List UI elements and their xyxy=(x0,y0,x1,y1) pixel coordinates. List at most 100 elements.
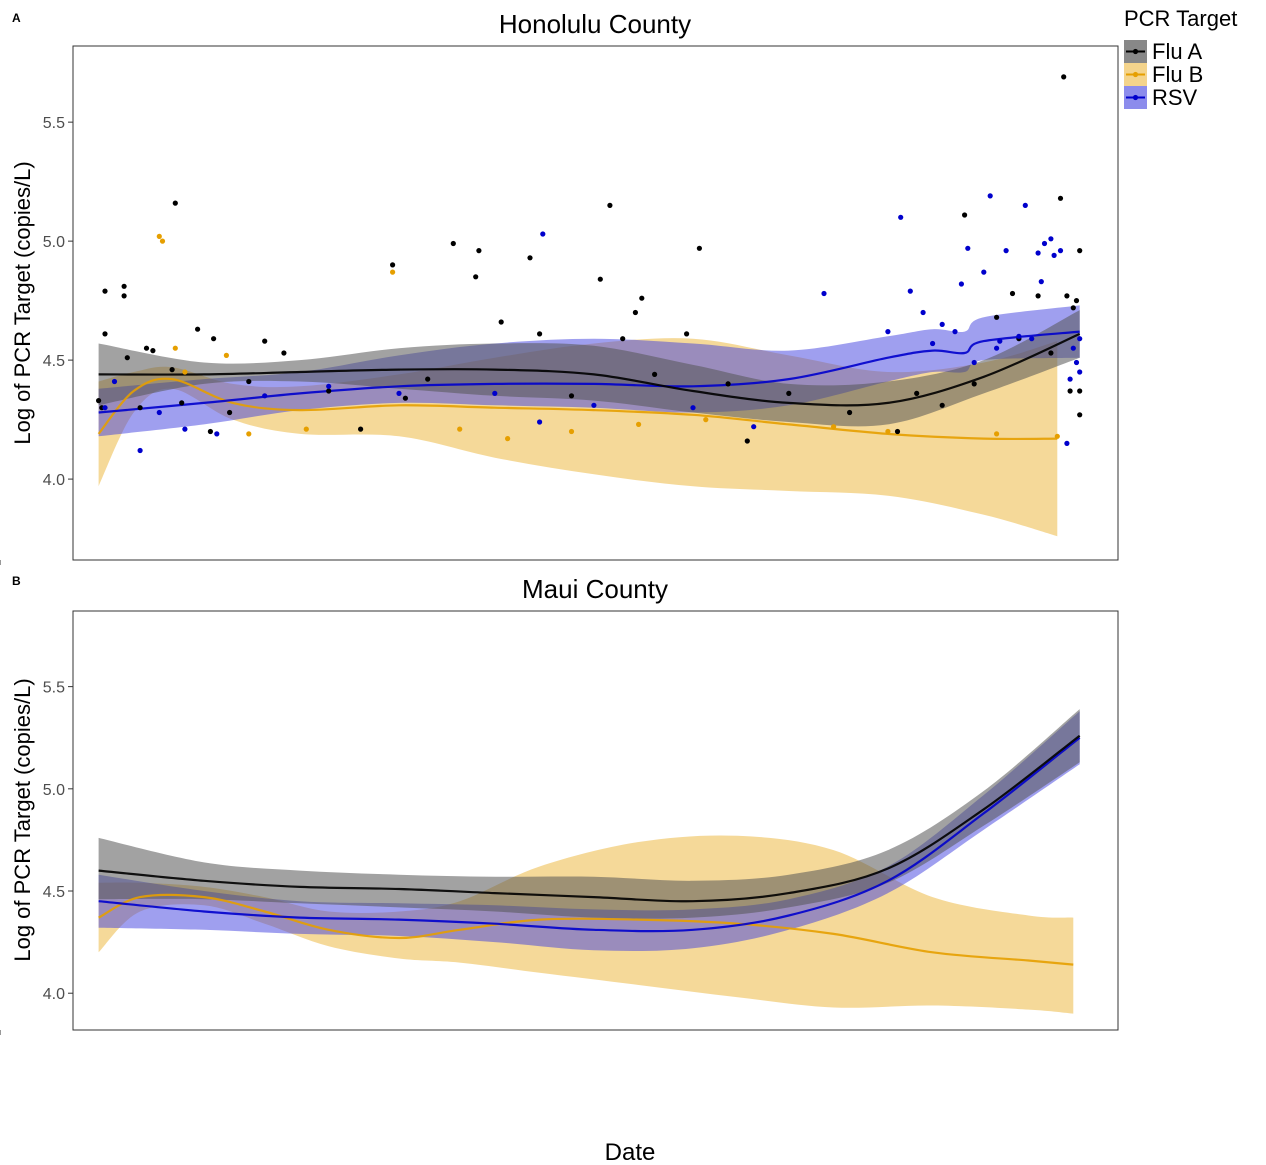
point-flu-a-a xyxy=(211,336,217,342)
point-rsv-a xyxy=(1041,240,1048,247)
point-flu-b-a xyxy=(303,426,309,432)
point-flu-b-a xyxy=(703,417,709,423)
point-rsv-a xyxy=(326,383,332,389)
panel-title-a: Honolulu County xyxy=(499,9,691,39)
point-rsv-a xyxy=(214,431,220,437)
point-rsv-a xyxy=(920,309,926,316)
point-rsv-a xyxy=(821,290,827,297)
point-flu-b-a xyxy=(390,269,396,275)
point-flu-a-a xyxy=(1061,74,1067,80)
point-flu-a-a xyxy=(281,350,287,356)
point-flu-a-a xyxy=(1077,388,1083,394)
point-flu-a-a xyxy=(172,200,178,206)
point-flu-b-a xyxy=(156,233,162,239)
point-rsv-a xyxy=(1067,376,1073,382)
legend-point-flu-a xyxy=(1132,48,1139,55)
legend-label-flu-a: Flu A xyxy=(1152,39,1202,64)
legend-label-rsv: RSV xyxy=(1152,85,1198,110)
line-flu-a-b xyxy=(98,734,1081,903)
point-rsv-a xyxy=(1038,279,1044,285)
point-flu-a-a xyxy=(1064,293,1070,299)
point-flu-a-a xyxy=(121,283,127,289)
point-rsv-a xyxy=(939,321,945,327)
panel-tag-a: A xyxy=(12,11,21,25)
point-flu-a-a xyxy=(597,276,603,282)
point-flu-a-a xyxy=(450,240,456,247)
point-flu-a-a xyxy=(1048,350,1054,356)
line-rsv-a xyxy=(98,330,1080,414)
point-flu-b-a xyxy=(636,421,642,427)
point-rsv-a xyxy=(1029,336,1035,342)
point-flu-a-a xyxy=(527,255,533,261)
point-rsv-a xyxy=(930,340,936,347)
y-tick-label-a: 4.0 xyxy=(43,472,65,489)
point-flu-a-a xyxy=(143,345,150,351)
point-rsv-a xyxy=(1077,369,1083,375)
point-flu-a-a xyxy=(121,293,127,299)
point-flu-b-a xyxy=(831,424,837,430)
point-rsv-a xyxy=(885,329,891,335)
point-flu-a-a xyxy=(358,426,364,432)
point-flu-a-a xyxy=(1077,412,1083,418)
point-flu-a-a xyxy=(1077,248,1083,254)
point-flu-b-a xyxy=(505,436,511,442)
point-rsv-a xyxy=(958,281,965,287)
point-flu-a-a xyxy=(725,381,731,387)
point-rsv-a xyxy=(898,214,904,220)
point-rsv-a xyxy=(987,193,993,199)
point-flu-a-a xyxy=(179,400,185,406)
point-flu-a-a xyxy=(639,295,645,301)
line-flu-a-a xyxy=(98,332,1081,407)
legend-label-flu-b: Flu B xyxy=(1152,62,1203,87)
point-rsv-a xyxy=(981,269,987,275)
point-flu-a-a xyxy=(568,393,575,399)
point-rsv-a xyxy=(751,424,757,430)
point-rsv-a xyxy=(1070,345,1076,351)
point-flu-a-a xyxy=(1073,298,1080,304)
point-flu-a-a xyxy=(390,262,396,268)
point-flu-a-a xyxy=(476,248,482,254)
point-flu-a-a xyxy=(1070,305,1076,311)
point-rsv-a xyxy=(102,405,108,411)
band-flu-a-b xyxy=(98,709,1080,919)
point-rsv-a xyxy=(1051,252,1057,258)
point-flu-a-a xyxy=(847,409,853,416)
point-rsv-a xyxy=(540,231,546,237)
point-flu-a-a xyxy=(971,381,977,387)
point-flu-a-a xyxy=(150,348,156,354)
point-flu-b-a xyxy=(568,428,575,435)
point-flu-a-a xyxy=(607,202,613,208)
point-rsv-a xyxy=(537,419,543,425)
point-flu-a-a xyxy=(632,309,639,316)
point-rsv-a xyxy=(1064,440,1070,446)
y-tick-label-a: 5.5 xyxy=(43,115,65,132)
plot-border-a xyxy=(72,45,1119,561)
point-flu-a-a xyxy=(425,376,431,382)
point-rsv-a xyxy=(492,390,498,396)
point-flu-a-a xyxy=(102,288,108,294)
point-rsv-a xyxy=(971,359,977,366)
point-flu-a-a xyxy=(962,212,968,218)
panel-b: B Maui County 4.04.55.05.5 03–01–202404–… xyxy=(0,0,1119,1165)
point-flu-a-a xyxy=(207,428,213,435)
panel-tag-b: B xyxy=(12,574,21,588)
point-flu-a-a xyxy=(620,336,626,342)
line-rsv-b xyxy=(98,736,1081,933)
point-flu-a-a xyxy=(914,390,920,396)
y-tick-label-a: 5.0 xyxy=(43,234,65,251)
point-flu-b-a xyxy=(223,352,229,358)
point-flu-a-a xyxy=(652,371,658,377)
y-axis-label-b: Log of PCR Target (copies/L) xyxy=(10,678,35,961)
point-rsv-a xyxy=(137,447,143,454)
point-rsv-a xyxy=(1048,236,1054,242)
point-rsv-a xyxy=(111,378,118,385)
point-flu-b-a xyxy=(182,369,188,375)
point-flu-b-a xyxy=(457,426,463,432)
point-rsv-a xyxy=(965,245,971,251)
point-rsv-a xyxy=(262,393,268,399)
point-rsv-a xyxy=(690,405,696,411)
point-flu-b-a xyxy=(1054,433,1060,439)
point-flu-a-a xyxy=(124,355,130,361)
